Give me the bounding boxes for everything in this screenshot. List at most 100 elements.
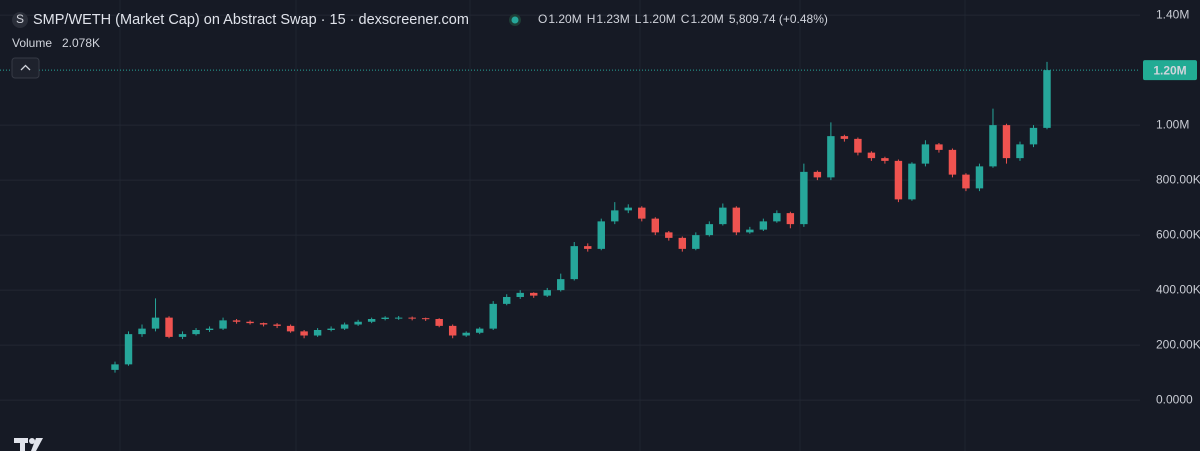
candle-body: [489, 303, 497, 329]
candle-body: [354, 321, 362, 325]
candle-body: [557, 279, 565, 291]
candle-body: [840, 136, 849, 139]
candle-body: [219, 320, 227, 329]
last-price-badge: [1143, 60, 1197, 81]
y-tick-label: 1.40M: [1156, 7, 1189, 21]
candle-body: [719, 207, 727, 225]
candle-body: [692, 235, 700, 249]
candle-body: [597, 221, 605, 249]
grid: [0, 14, 1140, 401]
candle-body: [1002, 125, 1011, 159]
candle-body: [273, 324, 281, 326]
symbol-icon-letter: S: [16, 12, 24, 26]
candle-body: [732, 207, 741, 233]
candle-body: [638, 207, 646, 219]
candle-body: [908, 163, 916, 200]
price-line-group: 1.20M: [0, 60, 1197, 81]
collapse-arrow: [20, 64, 31, 71]
collapse-button[interactable]: [11, 57, 40, 79]
candle-body: [178, 334, 187, 337]
candle-body: [300, 331, 308, 336]
ohlc-change: 5,809.74 (+0.48%): [729, 12, 828, 26]
y-tick-label: 800.00K: [1156, 172, 1200, 186]
status-dot: [511, 16, 519, 24]
candle-body: [232, 320, 241, 322]
candle-body: [192, 330, 200, 335]
y-tick-label: 1.00M: [1156, 117, 1189, 131]
candle-body: [975, 166, 984, 189]
candle-body: [313, 330, 322, 336]
time-grid: [119, 0, 966, 451]
candle-body: [516, 292, 524, 297]
candle-body: [205, 328, 214, 330]
candle-body: [340, 324, 349, 329]
tv-logo: [14, 438, 43, 451]
candle-body: [962, 174, 970, 189]
ohlc-value: 1.20M: [548, 12, 581, 26]
candle-body: [570, 246, 578, 280]
candle-body: [894, 160, 903, 200]
logo-part: [29, 438, 35, 444]
candle-body: [259, 323, 268, 325]
ohlc-legend: O 1.20M H 1.23M L 1.20M C 1.20M 5,809.74 (+0.48%…: [538, 12, 828, 26]
candle-body: [138, 328, 146, 335]
ohlc-key: L: [635, 12, 642, 26]
candle-body: [867, 152, 876, 159]
ohlc-key: O: [538, 12, 547, 26]
candle-body: [286, 325, 295, 332]
candle-body: [421, 318, 430, 320]
last-price-label: 1.20M: [1153, 63, 1186, 77]
candle-body: [759, 221, 768, 230]
candle-body: [165, 317, 173, 337]
candle-body: [746, 229, 754, 233]
logo-part: [20, 438, 25, 451]
candle-body: [624, 207, 632, 211]
candle-body: [800, 171, 808, 225]
candle-body: [151, 317, 160, 329]
candle-body: [611, 210, 619, 222]
ohlc-value: 1.20M: [690, 12, 723, 26]
candle-body: [394, 317, 403, 319]
ohlc-key: H: [587, 12, 596, 26]
candle-body: [327, 328, 335, 330]
candle-body: [678, 237, 687, 249]
candle-body: [367, 319, 376, 322]
candle-body: [813, 171, 822, 178]
candle-body: [948, 149, 957, 175]
candles: [111, 61, 1051, 373]
candle-body: [543, 290, 551, 296]
candle-body: [124, 334, 133, 365]
candle-body: [989, 125, 997, 167]
candle-body: [854, 138, 862, 153]
candle-body: [381, 317, 389, 319]
chart-title: SMP/WETH (Market Cap) on Abstract Swap ·…: [33, 12, 469, 28]
candle-body: [475, 328, 484, 333]
y-tick-label: 0.0000: [1156, 392, 1193, 406]
candle-body: [448, 325, 457, 336]
candle-body: [786, 213, 795, 225]
ohlc-value: 1.20M: [642, 12, 675, 26]
logo-part: [31, 438, 43, 451]
candle-body: [1016, 144, 1024, 159]
candle-body: [530, 292, 538, 296]
candle-body: [705, 224, 714, 236]
candle-body: [881, 158, 889, 161]
symbol-icon: [12, 12, 28, 28]
y-tick-label: 600.00K: [1156, 227, 1200, 241]
candle-body: [773, 213, 781, 222]
candle-body: [502, 297, 511, 304]
volume-label: Volume: [12, 36, 52, 50]
candle-body: [665, 232, 673, 238]
candle-body: [1043, 70, 1051, 128]
candle-body: [1029, 127, 1038, 145]
volume-value: 2.078K: [62, 36, 100, 50]
candle-body: [935, 144, 943, 150]
candle-body: [462, 332, 470, 336]
candle-body: [921, 144, 930, 164]
candle-body: [111, 364, 119, 370]
y-tick-label: 400.00K: [1156, 282, 1200, 296]
candle-body: [827, 136, 835, 178]
candle-body: [584, 246, 592, 249]
candle-body: [408, 317, 416, 319]
